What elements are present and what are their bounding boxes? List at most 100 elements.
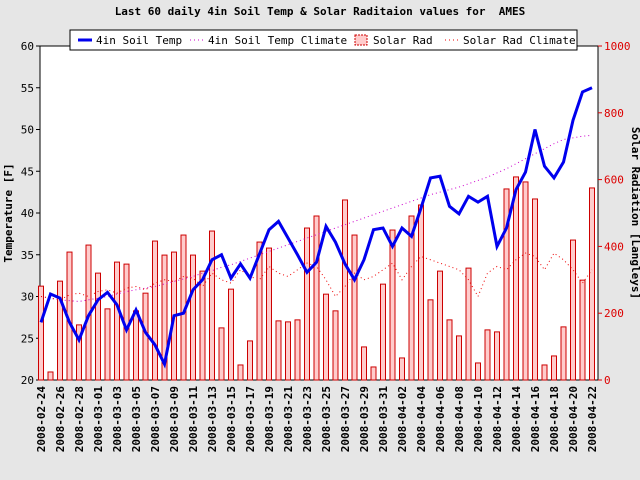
x-tick-label: 2008-03-23 <box>301 386 314 452</box>
bar <box>418 204 424 381</box>
bar <box>285 321 291 381</box>
bar <box>323 293 329 381</box>
x-tick-label: 2008-04-18 <box>548 386 561 452</box>
bar <box>342 199 348 381</box>
y-axis-label: Temperature [F] <box>2 163 15 262</box>
bar <box>304 227 310 381</box>
bar <box>104 308 111 381</box>
bar <box>152 240 158 381</box>
x-tick-label: 2008-03-15 <box>225 386 238 452</box>
x-tick-label: 2008-03-19 <box>263 386 276 452</box>
bar <box>551 355 557 381</box>
bar <box>38 285 44 381</box>
y2-tick-label: 200 <box>604 307 624 320</box>
y2-tick-label: 1000 <box>604 40 631 53</box>
x-tick-label: 2008-03-05 <box>130 386 143 452</box>
line <box>39 86 593 369</box>
legend-swatch <box>354 34 368 46</box>
bar <box>351 234 358 381</box>
bar <box>361 346 367 381</box>
bar <box>237 364 244 381</box>
x-tick-label: 2008-03-09 <box>168 386 181 452</box>
y2-axis-label: Solar Radiation [Langleys] <box>629 127 640 299</box>
x-tick-label: 2008-03-07 <box>149 386 162 452</box>
x-tick-label: 2008-04-16 <box>529 386 542 453</box>
y2-tick-label: 400 <box>604 240 624 253</box>
legend-label: Solar Rad <box>373 34 433 47</box>
y-tick-label: 35 <box>21 249 34 262</box>
bar <box>465 267 472 381</box>
x-tick-label: 2008-04-10 <box>472 386 485 452</box>
bar <box>332 310 339 381</box>
bar <box>228 288 234 381</box>
bar <box>47 371 54 381</box>
bar <box>579 279 586 381</box>
bar <box>209 230 215 381</box>
bar <box>570 239 576 381</box>
bar <box>494 331 500 381</box>
bar <box>532 198 538 381</box>
bar <box>218 327 225 381</box>
y-tick-label: 25 <box>21 332 34 345</box>
legend <box>69 29 578 51</box>
x-tick-label: 2008-03-03 <box>111 386 124 452</box>
y-tick-label: 50 <box>21 124 34 137</box>
x-tick-label: 2008-03-21 <box>282 386 295 453</box>
x-tick-label: 2008-04-08 <box>453 386 466 452</box>
legend-label: Solar Rad Climate <box>463 34 576 47</box>
bar <box>513 176 519 381</box>
x-tick-label: 2008-03-27 <box>339 386 352 452</box>
line <box>40 252 593 301</box>
x-tick-label: 2008-04-12 <box>491 386 504 452</box>
x-tick-label: 2008-04-22 <box>586 386 599 452</box>
y-tick-label: 20 <box>21 374 34 387</box>
x-tick-label: 2008-04-14 <box>510 386 523 453</box>
bar <box>503 188 510 381</box>
bar <box>294 319 301 381</box>
x-tick-label: 2008-03-29 <box>358 386 371 452</box>
bar <box>541 364 548 381</box>
bar <box>399 357 405 381</box>
x-tick-label: 2008-04-06 <box>434 386 447 453</box>
x-tick-label: 2008-03-11 <box>187 386 200 453</box>
chart-title: Last 60 daily 4in Soil Temp & Solar Radi… <box>115 5 526 18</box>
x-tick-label: 2008-02-26 <box>54 386 67 453</box>
bar <box>313 215 320 381</box>
bar <box>437 270 443 381</box>
y2-tick-label: 800 <box>604 107 624 120</box>
x-tick-label: 2008-04-02 <box>396 386 409 452</box>
y-tick-label: 60 <box>21 40 34 53</box>
bar <box>560 326 567 381</box>
bar <box>247 340 253 381</box>
bar <box>408 215 415 381</box>
y-tick-label: 45 <box>21 165 34 178</box>
bar <box>266 247 272 381</box>
bar <box>522 181 529 381</box>
x-tick-label: 2008-03-25 <box>320 386 333 452</box>
bar <box>133 310 139 381</box>
bar <box>370 366 377 381</box>
bar <box>256 241 263 381</box>
x-tick-label: 2008-03-13 <box>206 386 219 452</box>
x-tick-label: 2008-02-28 <box>73 386 86 452</box>
bar <box>199 270 206 381</box>
x-tick-label: 2008-02-24 <box>35 386 48 453</box>
bar <box>456 335 462 381</box>
bar <box>275 320 282 381</box>
bar <box>427 299 434 381</box>
y-tick-label: 40 <box>21 207 34 220</box>
y2-tick-label: 0 <box>604 374 611 387</box>
x-tick-label: 2008-04-20 <box>567 386 580 452</box>
x-tick-label: 2008-03-17 <box>244 386 257 452</box>
bar <box>57 280 63 381</box>
y-tick-label: 30 <box>21 291 34 304</box>
legend-label: 4in Soil Temp Climate <box>208 34 347 47</box>
bar <box>446 319 453 381</box>
bar <box>190 254 196 381</box>
legend-label: 4in Soil Temp <box>96 34 182 47</box>
bar <box>76 324 82 381</box>
bar <box>484 329 491 381</box>
y-tick-label: 55 <box>21 82 34 95</box>
x-tick-label: 2008-04-04 <box>415 386 428 453</box>
